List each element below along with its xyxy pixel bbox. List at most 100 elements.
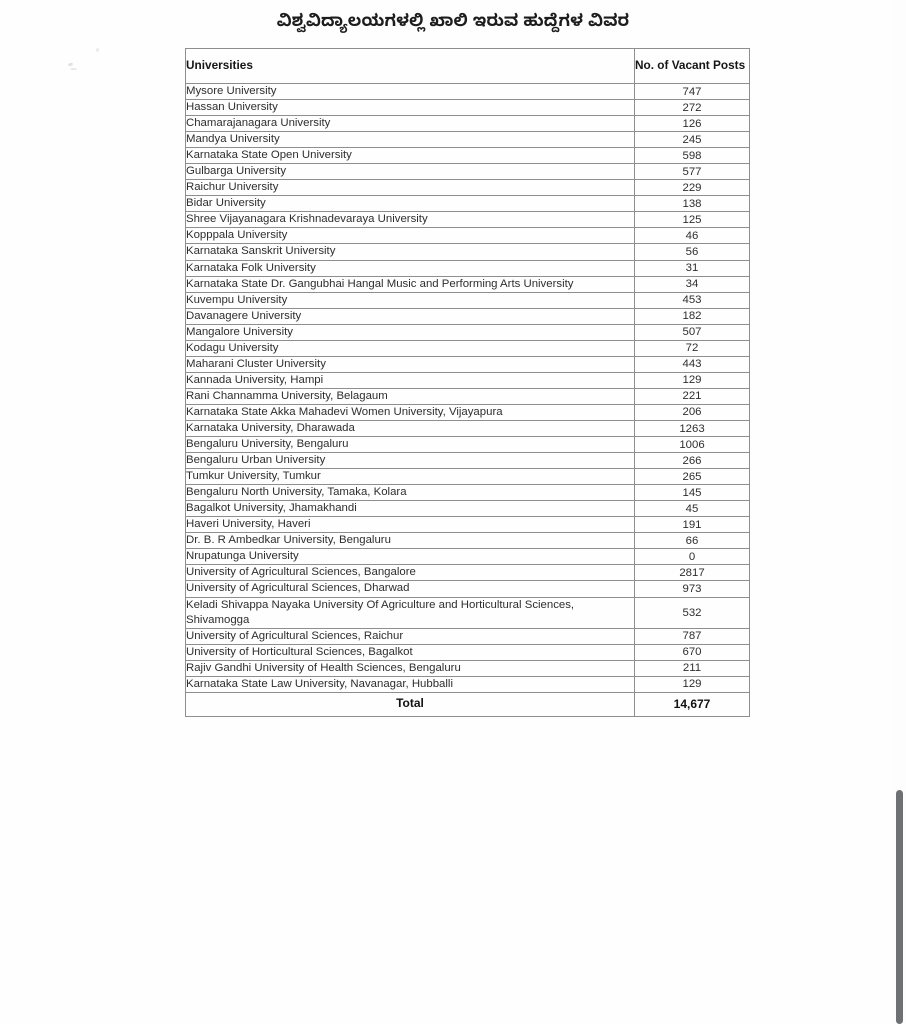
university-name-cell: University of Horticultural Sciences, Ba…	[185, 643, 635, 661]
table-row: Raichur University 229	[185, 179, 750, 197]
table-row: Haveri University, Haveri 191	[185, 516, 750, 534]
vacant-posts-cell: 973	[634, 580, 750, 598]
table-row: Davanagere University 182	[185, 307, 750, 325]
table-row: Karnataka State Open University 598	[185, 147, 750, 165]
vacant-posts-table-container: Universities No. of Vacant Posts Mysore …	[185, 48, 750, 717]
table-row: Mandya University 245	[185, 131, 750, 149]
university-name-cell: Karnataka University, Dharawada	[185, 419, 635, 438]
university-name-cell: University of Agricultural Sciences, Dha…	[185, 580, 635, 598]
university-name-cell: Kannada University, Hampi	[185, 371, 635, 389]
university-name-cell: Chamarajanagara University	[185, 115, 635, 133]
scan-artifact	[67, 62, 74, 67]
table-row: University of Horticultural Sciences, Ba…	[185, 643, 750, 661]
vacant-posts-cell: 2817	[634, 564, 750, 582]
vacant-posts-cell: 453	[634, 291, 750, 309]
table-row: Karnataka Sanskrit University 56	[185, 243, 750, 261]
table-row: Nrupatunga University 0	[185, 548, 750, 566]
university-name-cell: Davanagere University	[185, 307, 635, 325]
vertical-scrollbar-track[interactable]	[892, 0, 906, 1024]
university-name-cell: University of Agricultural Sciences, Rai…	[185, 627, 635, 645]
table-row: Bagalkot University, Jhamakhandi 45	[185, 500, 750, 518]
table-row: Rani Channamma University, Belagaum 221	[185, 387, 750, 405]
table-row: Karnataka State Akka Mahadevi Women Univ…	[185, 403, 750, 421]
university-name-cell: Bengaluru University, Bengaluru	[185, 436, 635, 454]
vacant-posts-cell: 125	[634, 211, 750, 229]
table-row: Shree Vijayanagara Krishnadevaraya Unive…	[185, 211, 750, 229]
university-name-cell: Karnataka State Open University	[185, 147, 635, 165]
column-header-vacant-posts: No. of Vacant Posts	[634, 48, 750, 84]
table-row: Gulbarga University 577	[185, 163, 750, 181]
vacant-posts-cell: 507	[634, 323, 750, 341]
vacant-posts-cell: 245	[634, 131, 750, 149]
university-name-cell: Karnataka State Law University, Navanaga…	[185, 675, 635, 693]
university-name-cell: Hassan University	[185, 99, 635, 117]
university-name-cell: Mandya University	[185, 131, 635, 149]
table-row: Karnataka Folk University 31	[185, 259, 750, 277]
vacant-posts-table: Universities No. of Vacant Posts Mysore …	[185, 48, 750, 717]
university-name-cell: Mysore University	[185, 82, 635, 101]
table-row: Dr. B. R Ambedkar University, Bengaluru 6…	[185, 532, 750, 550]
vacant-posts-cell: 31	[634, 259, 750, 277]
table-row: Mangalore University 507	[185, 323, 750, 341]
vacant-posts-cell: 66	[634, 532, 750, 550]
university-name-cell: Mangalore University	[185, 323, 635, 341]
vacant-posts-cell: 532	[634, 596, 750, 629]
table-row: Kodagu University 72	[185, 339, 750, 357]
table-row: Chamarajanagara University 126	[185, 115, 750, 133]
university-name-cell: Rani Channamma University, Belagaum	[185, 387, 635, 405]
page-title: ವಿಶ್ವವಿದ್ಯಾಲಯಗಳಲ್ಲಿ ಖಾಲಿ ಇರುವ ಹುದ್ದೆಗಳ ವ…	[276, 13, 630, 35]
university-name-cell: Raichur University	[185, 179, 635, 197]
vacant-posts-cell: 45	[634, 500, 750, 518]
vacant-posts-cell: 206	[634, 403, 750, 421]
table-row: Kannada University, Hampi 129	[185, 371, 750, 389]
vacant-posts-cell: 577	[634, 163, 750, 181]
table-row: University of Agricultural Sciences, Rai…	[185, 627, 750, 645]
university-name-cell: Keladi Shivappa Nayaka University Of Agr…	[185, 596, 635, 629]
vacant-posts-cell: 443	[634, 355, 750, 373]
vacant-posts-cell: 1006	[634, 436, 750, 454]
table-row: Mysore University 747	[185, 82, 750, 101]
vacant-posts-cell: 787	[634, 627, 750, 645]
vacant-posts-cell: 138	[634, 195, 750, 213]
vacant-posts-cell: 46	[634, 227, 750, 245]
table-row: Bengaluru Urban University 266	[185, 452, 750, 470]
university-name-cell: Maharani Cluster University	[185, 355, 635, 373]
vacant-posts-cell: 129	[634, 371, 750, 389]
university-name-cell: Kuvempu University	[185, 291, 635, 309]
table-row: Bidar University 138	[185, 195, 750, 213]
vacant-posts-cell: 211	[634, 659, 750, 677]
university-name-cell: Bengaluru North University, Tamaka, Kola…	[185, 484, 635, 502]
vacant-posts-cell: 34	[634, 275, 750, 293]
university-name-cell: Kodagu University	[185, 339, 635, 357]
vacant-posts-cell: 56	[634, 243, 750, 261]
vacant-posts-cell: 221	[634, 387, 750, 405]
university-name-cell: Karnataka State Akka Mahadevi Women Univ…	[185, 403, 635, 421]
university-name-cell: Bagalkot University, Jhamakhandi	[185, 500, 635, 518]
vacant-posts-cell: 145	[634, 484, 750, 502]
university-name-cell: Bidar University	[185, 195, 635, 213]
university-name-cell: Nrupatunga University	[185, 548, 635, 566]
vacant-posts-cell: 598	[634, 147, 750, 165]
vacant-posts-cell: 129	[634, 675, 750, 693]
table-row: Karnataka University, Dharawada 1263	[185, 419, 750, 438]
total-value: 14,677	[634, 691, 750, 717]
university-name-cell: Karnataka Folk University	[185, 259, 635, 277]
vacant-posts-cell: 0	[634, 548, 750, 566]
vacant-posts-cell: 272	[634, 99, 750, 117]
table-row: University of Agricultural Sciences, Ban…	[185, 564, 750, 582]
vertical-scrollbar-thumb[interactable]	[896, 790, 903, 1024]
university-name-cell: Karnataka State Dr. Gangubhai Hangal Mus…	[185, 275, 635, 293]
table-total-row: Total 14,677	[185, 691, 750, 717]
table-row: University of Agricultural Sciences, Dha…	[185, 580, 750, 598]
university-name-cell: Rajiv Gandhi University of Health Scienc…	[185, 659, 635, 677]
vacant-posts-cell: 229	[634, 179, 750, 197]
table-row: Hassan University 272	[185, 99, 750, 117]
vacant-posts-cell: 266	[634, 452, 750, 470]
table-row: Karnataka State Dr. Gangubhai Hangal Mus…	[185, 275, 750, 293]
university-name-cell: Karnataka Sanskrit University	[185, 243, 635, 261]
university-name-cell: Haveri University, Haveri	[185, 516, 635, 534]
vacant-posts-cell: 670	[634, 643, 750, 661]
vacant-posts-cell: 126	[634, 115, 750, 133]
table-row: Kopppala University 46	[185, 227, 750, 245]
